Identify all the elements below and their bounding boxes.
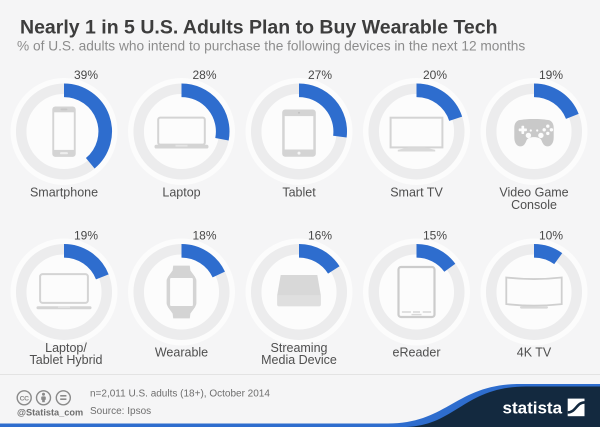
- svg-text:Tablet Hybrid: Tablet Hybrid: [30, 353, 103, 367]
- svg-text:Video Game: Video Game: [499, 186, 568, 200]
- svg-text:10%: 10%: [539, 229, 563, 243]
- svg-text:@Statista_com: @Statista_com: [17, 408, 83, 418]
- svg-text:Smartphone: Smartphone: [30, 186, 98, 200]
- svg-text:18%: 18%: [192, 229, 216, 243]
- svg-text:eReader: eReader: [393, 346, 441, 360]
- svg-text:Laptop/: Laptop/: [45, 341, 87, 355]
- svg-text:n=2,011 U.S. adults (18+), Oct: n=2,011 U.S. adults (18+), October 2014: [90, 389, 270, 400]
- svg-text:Nearly 1 in 5 U.S. Adults Plan: Nearly 1 in 5 U.S. Adults Plan to Buy We…: [20, 17, 498, 39]
- svg-text:CC: CC: [20, 395, 30, 402]
- svg-text:Source: Ipsos: Source: Ipsos: [90, 406, 151, 417]
- svg-text:19%: 19%: [539, 68, 563, 82]
- svg-text:20%: 20%: [423, 68, 447, 82]
- svg-text:% of U.S. adults who intend to: % of U.S. adults who intend to purchase …: [17, 38, 525, 53]
- svg-text:15%: 15%: [423, 229, 447, 243]
- svg-text:4K TV: 4K TV: [517, 346, 552, 360]
- svg-text:Tablet: Tablet: [282, 186, 316, 200]
- svg-text:Smart TV: Smart TV: [390, 186, 443, 200]
- svg-text:16%: 16%: [308, 229, 332, 243]
- svg-text:Wearable: Wearable: [155, 346, 208, 360]
- svg-text:28%: 28%: [192, 68, 216, 82]
- svg-text:39%: 39%: [74, 68, 98, 82]
- svg-text:statista: statista: [503, 399, 563, 418]
- svg-text:19%: 19%: [74, 229, 98, 243]
- svg-text:Streaming: Streaming: [271, 341, 328, 355]
- svg-text:Media Device: Media Device: [261, 353, 337, 367]
- svg-text:27%: 27%: [308, 68, 332, 82]
- svg-text:Laptop: Laptop: [162, 186, 200, 200]
- svg-text:Console: Console: [511, 198, 557, 212]
